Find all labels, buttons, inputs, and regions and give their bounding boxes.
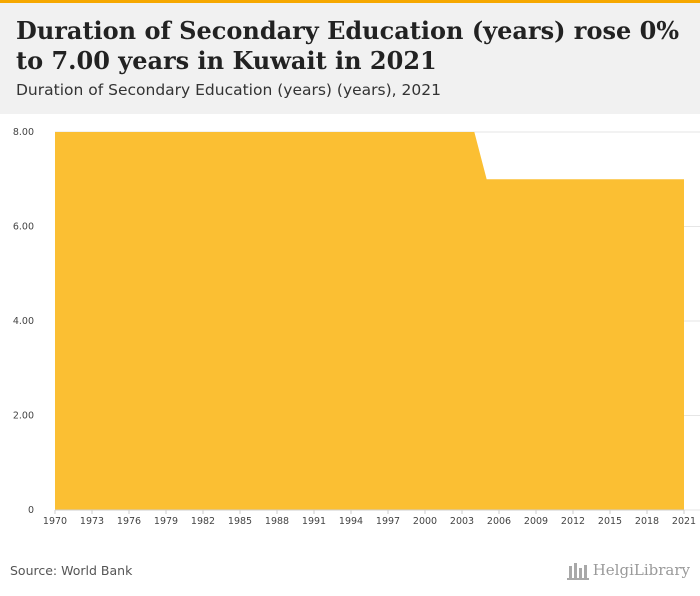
x-tick-label: 1982: [191, 516, 215, 527]
x-tick-label: 1985: [228, 516, 252, 527]
x-tick-label: 1988: [265, 516, 289, 527]
x-axis-ticks: 1970 1973 1976 1979 1982 1985 1988 1991 1994 1997…: [43, 509, 696, 527]
x-tick-label: 1994: [339, 516, 363, 527]
y-axis-ticks: 0 2.00 4.00 6.00 8.00: [13, 127, 34, 516]
series-area: [55, 132, 684, 510]
y-tick-label: 6.00: [13, 222, 34, 233]
x-tick-label: 2006: [487, 516, 511, 527]
brand-name: HelgiLibrary: [592, 561, 690, 579]
x-tick-label: 1976: [117, 516, 141, 527]
x-tick-label: 2021: [672, 516, 696, 527]
x-tick-label: 1979: [154, 516, 178, 527]
chart-title: Duration of Secondary Education (years) …: [16, 16, 680, 75]
y-tick-label: 0: [28, 505, 34, 516]
chart-subtitle: Duration of Secondary Education (years) …: [16, 81, 441, 99]
series-area-group: [55, 132, 684, 510]
x-tick-label: 2003: [450, 516, 474, 527]
top-accent-rule: [0, 0, 700, 3]
library-icon: [566, 563, 589, 580]
y-tick-label: 2.00: [13, 411, 34, 422]
x-tick-label: 1970: [43, 516, 67, 527]
x-tick-label: 1997: [376, 516, 400, 527]
x-tick-label: 1991: [302, 516, 326, 527]
y-tick-label: 4.00: [13, 316, 34, 327]
x-tick-label: 2009: [524, 516, 548, 527]
y-tick-label: 8.00: [13, 127, 34, 138]
chart-header: Duration of Secondary Education (years) …: [0, 3, 700, 114]
x-tick-label: 2018: [635, 516, 659, 527]
x-tick-label: 2012: [561, 516, 585, 527]
x-tick-label: 2000: [413, 516, 437, 527]
area-chart: 02.004.006.008.00 1970 1973 1976 1979 1982 19…: [13, 127, 700, 527]
x-tick-label: 1973: [80, 516, 104, 527]
x-tick-label: 2015: [598, 516, 622, 527]
brand-logo: HelgiLibrary: [566, 560, 690, 580]
source-note: Source: World Bank: [10, 563, 133, 578]
